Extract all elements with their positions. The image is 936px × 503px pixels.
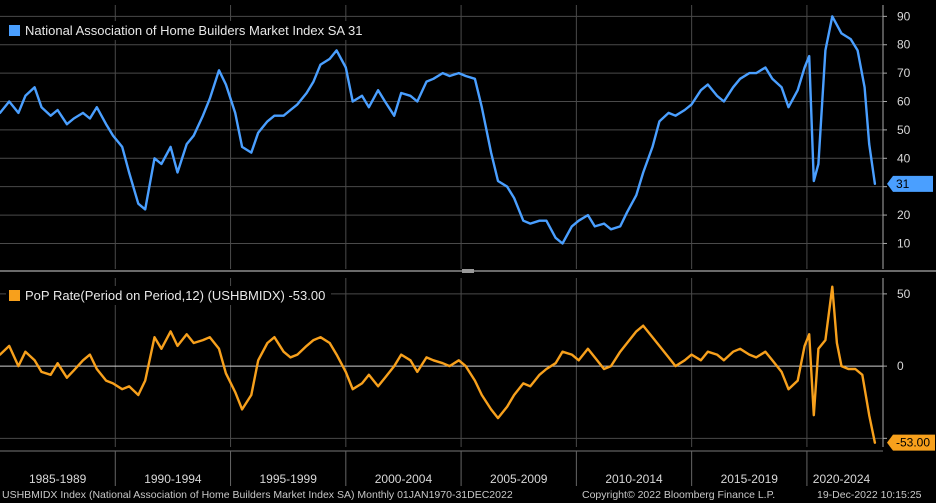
- footer-timestamp: 19-Dec-2022 10:15:25: [817, 489, 922, 501]
- bottom-panel-series: [0, 285, 877, 444]
- x-range-label-0: 1985-1989: [29, 472, 87, 486]
- x-range-label-4: 2005-2009: [490, 472, 548, 486]
- legend-swatch-orange: [9, 290, 20, 301]
- footer: USHBMIDX Index (National Association of …: [0, 487, 936, 503]
- x-range-label-1: 1990-1994: [144, 472, 202, 486]
- top-ytick-label-0: 10: [897, 236, 911, 250]
- top-panel-series: [0, 15, 877, 245]
- top-last-value-label: 31: [896, 177, 910, 191]
- bottom-panel-legend-label: PoP Rate(Period on Period,12) (USHBMIDX)…: [25, 288, 326, 303]
- legend-swatch-blue: [9, 25, 20, 36]
- axes: 10203040506070809031050-53.001985-198919…: [0, 5, 936, 486]
- bottom-panel-legend: PoP Rate(Period on Period,12) (USHBMIDX)…: [6, 286, 332, 305]
- bottom-series-line-0: [0, 285, 877, 444]
- bottom-last-value-tag: [887, 434, 935, 451]
- x-range-label-5: 2010-2014: [605, 472, 663, 486]
- x-range-label-3: 2000-2004: [375, 472, 433, 486]
- bottom-last-value-label: -53.00: [896, 436, 930, 450]
- top-ytick-label-5: 60: [897, 95, 911, 109]
- x-range-label-6: 2015-2019: [721, 472, 779, 486]
- footer-copyright: Copyright© 2022 Bloomberg Finance L.P.: [582, 489, 776, 501]
- top-ytick-label-3: 40: [897, 151, 911, 165]
- top-ytick-label-7: 80: [897, 38, 911, 52]
- panel-divider-handle: [462, 269, 474, 273]
- x-range-label-7: 2020-2024: [813, 472, 871, 486]
- footer-source: USHBMIDX Index (National Association of …: [2, 489, 513, 501]
- bottom-ytick-label-1: 0: [897, 359, 904, 373]
- top-series-line-0: [0, 15, 877, 245]
- top-ytick-label-4: 50: [897, 123, 911, 137]
- bottom-ytick-label-2: 50: [897, 287, 911, 301]
- top-ytick-label-8: 90: [897, 9, 911, 23]
- top-last-value-tag: [887, 175, 933, 192]
- x-range-label-2: 1995-1999: [259, 472, 317, 486]
- top-panel-legend-label: National Association of Home Builders Ma…: [25, 23, 363, 38]
- top-ytick-label-6: 70: [897, 66, 911, 80]
- top-ytick-label-1: 20: [897, 208, 911, 222]
- top-panel-legend: National Association of Home Builders Ma…: [6, 21, 369, 40]
